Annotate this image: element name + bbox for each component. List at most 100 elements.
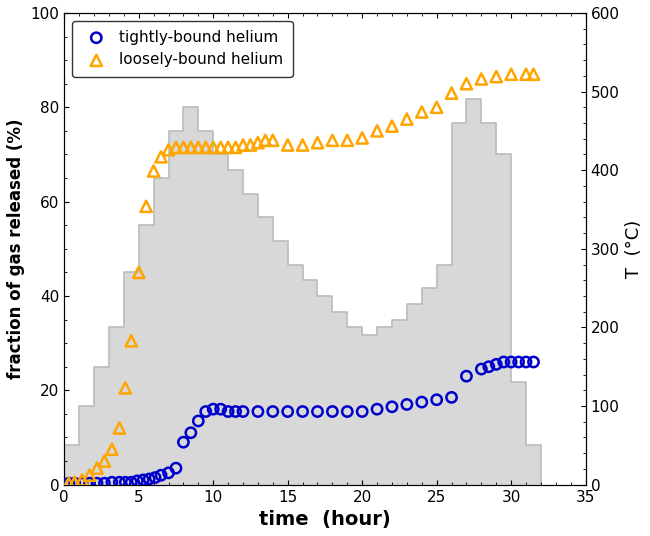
loosely-bound helium — [528, 70, 539, 79]
loosely-bound helium — [238, 141, 248, 150]
tightly-bound helium — [99, 479, 110, 488]
loosely-bound helium — [230, 143, 240, 152]
loosely-bound helium — [312, 138, 322, 147]
tightly-bound helium — [138, 475, 148, 484]
tightly-bound helium — [462, 372, 472, 381]
tightly-bound helium — [120, 478, 131, 487]
loosely-bound helium — [253, 138, 263, 147]
tightly-bound helium — [150, 473, 161, 482]
loosely-bound helium — [178, 143, 188, 152]
tightly-bound helium — [402, 400, 412, 409]
tightly-bound helium — [215, 405, 226, 413]
tightly-bound helium — [387, 403, 397, 411]
tightly-bound helium — [132, 477, 142, 485]
loosely-bound helium — [148, 167, 159, 175]
loosely-bound helium — [260, 136, 270, 145]
tightly-bound helium — [491, 360, 501, 369]
tightly-bound helium — [298, 407, 308, 416]
tightly-bound helium — [92, 479, 102, 488]
loosely-bound helium — [327, 136, 337, 145]
tightly-bound helium — [126, 478, 136, 487]
loosely-bound helium — [223, 143, 233, 152]
tightly-bound helium — [499, 358, 509, 366]
loosely-bound helium — [92, 464, 102, 472]
loosely-bound helium — [201, 143, 211, 152]
tightly-bound helium — [70, 479, 80, 488]
loosely-bound helium — [387, 122, 397, 130]
loosely-bound helium — [521, 70, 531, 79]
loosely-bound helium — [268, 136, 278, 145]
tightly-bound helium — [77, 479, 87, 488]
loosely-bound helium — [133, 268, 144, 277]
Y-axis label: T  (°C): T (°C) — [625, 220, 643, 278]
loosely-bound helium — [171, 143, 181, 152]
tightly-bound helium — [528, 358, 539, 366]
tightly-bound helium — [327, 407, 337, 416]
tightly-bound helium — [484, 362, 494, 371]
loosely-bound helium — [163, 145, 174, 154]
tightly-bound helium — [107, 478, 117, 487]
loosely-bound helium — [193, 143, 203, 152]
loosely-bound helium — [107, 445, 117, 453]
tightly-bound helium — [64, 479, 74, 488]
tightly-bound helium — [342, 407, 352, 416]
loosely-bound helium — [77, 475, 87, 484]
loosely-bound helium — [506, 70, 516, 79]
tightly-bound helium — [357, 407, 367, 416]
loosely-bound helium — [447, 89, 457, 98]
loosely-bound helium — [432, 103, 442, 111]
tightly-bound helium — [186, 428, 196, 437]
loosely-bound helium — [372, 126, 382, 135]
tightly-bound helium — [201, 407, 211, 416]
tightly-bound helium — [447, 393, 457, 401]
tightly-bound helium — [223, 407, 233, 416]
loosely-bound helium — [283, 141, 293, 150]
tightly-bound helium — [208, 405, 218, 413]
tightly-bound helium — [163, 468, 174, 477]
tightly-bound helium — [230, 407, 240, 416]
loosely-bound helium — [298, 141, 308, 150]
loosely-bound helium — [357, 133, 367, 142]
loosely-bound helium — [120, 384, 131, 392]
tightly-bound helium — [514, 358, 524, 366]
tightly-bound helium — [283, 407, 293, 416]
loosely-bound helium — [99, 457, 110, 465]
loosely-bound helium — [462, 79, 472, 88]
tightly-bound helium — [432, 396, 442, 404]
loosely-bound helium — [208, 143, 218, 152]
loosely-bound helium — [156, 153, 166, 161]
loosely-bound helium — [70, 478, 80, 487]
loosely-bound helium — [114, 424, 125, 433]
loosely-bound helium — [476, 75, 487, 83]
tightly-bound helium — [171, 464, 181, 472]
tightly-bound helium — [156, 471, 166, 480]
loosely-bound helium — [417, 108, 427, 116]
loosely-bound helium — [64, 479, 74, 488]
loosely-bound helium — [141, 202, 151, 211]
tightly-bound helium — [84, 479, 95, 488]
loosely-bound helium — [342, 136, 352, 145]
loosely-bound helium — [126, 337, 136, 345]
loosely-bound helium — [84, 471, 95, 480]
tightly-bound helium — [253, 407, 263, 416]
tightly-bound helium — [238, 407, 248, 416]
tightly-bound helium — [178, 438, 188, 446]
tightly-bound helium — [372, 405, 382, 413]
tightly-bound helium — [114, 478, 125, 487]
loosely-bound helium — [215, 143, 226, 152]
Y-axis label: fraction of gas released (%): fraction of gas released (%) — [7, 118, 25, 379]
loosely-bound helium — [186, 143, 196, 152]
tightly-bound helium — [312, 407, 322, 416]
tightly-bound helium — [506, 358, 516, 366]
loosely-bound helium — [491, 72, 501, 81]
tightly-bound helium — [144, 475, 154, 483]
loosely-bound helium — [402, 115, 412, 123]
loosely-bound helium — [245, 141, 255, 150]
Legend: tightly-bound helium, loosely-bound helium: tightly-bound helium, loosely-bound heli… — [72, 20, 292, 77]
tightly-bound helium — [193, 416, 203, 425]
tightly-bound helium — [476, 365, 487, 374]
tightly-bound helium — [268, 407, 278, 416]
tightly-bound helium — [521, 358, 531, 366]
X-axis label: time  (hour): time (hour) — [259, 510, 391, 529]
tightly-bound helium — [417, 398, 427, 406]
